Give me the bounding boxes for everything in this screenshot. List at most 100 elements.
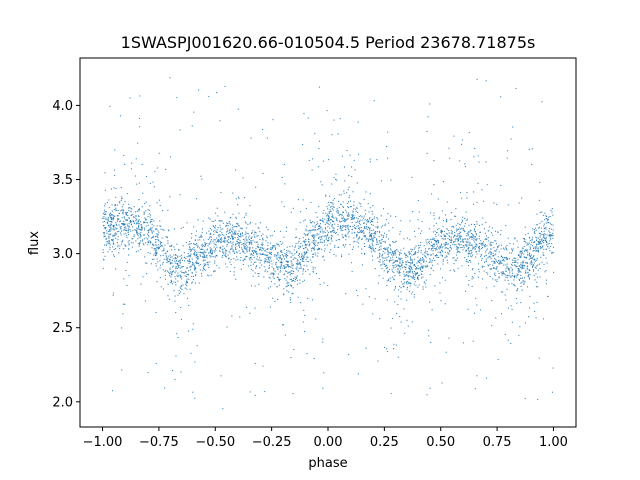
data-point [509,270,511,272]
data-point [112,235,114,237]
data-point [406,264,408,266]
data-point [442,277,444,279]
data-point [255,186,257,188]
data-point [410,269,412,271]
data-point [453,269,455,271]
data-point [421,277,423,279]
data-point [403,283,405,285]
data-point [130,221,132,223]
data-point [485,251,487,253]
data-point [523,250,525,252]
data-point [202,268,204,270]
data-point [298,240,300,242]
data-point [214,226,216,228]
data-point [221,220,223,222]
data-point [376,242,378,244]
data-point [266,237,268,239]
data-point [314,235,316,237]
data-point [153,245,155,247]
data-point [191,237,193,239]
data-point [309,231,311,233]
data-point [371,238,373,240]
data-point [331,208,333,210]
data-point [314,225,316,227]
data-point [353,159,355,161]
data-point [128,203,130,205]
data-point [520,271,522,273]
data-point [392,241,394,243]
data-point [511,321,513,323]
data-point [312,158,314,160]
data-point [254,231,256,233]
data-point [448,243,450,245]
data-point [441,229,443,231]
data-point [123,216,125,218]
data-point [341,220,343,222]
data-point [485,249,487,251]
data-point [473,246,475,248]
data-point [310,201,312,203]
data-point [531,263,533,265]
data-point [448,147,450,149]
data-point [405,261,407,263]
data-point [381,235,383,237]
data-point [283,206,285,208]
data-point [517,259,519,261]
data-point [169,77,171,79]
data-point [180,278,182,280]
data-point [209,236,211,238]
data-point [135,240,137,242]
data-point [136,230,138,232]
data-point [128,207,130,209]
data-point [372,313,374,315]
data-point [209,252,211,254]
data-point [372,259,374,261]
data-point [411,277,413,279]
data-point [403,247,405,249]
data-point [232,236,234,238]
data-point [113,248,115,250]
data-point [342,237,344,239]
data-point [409,271,411,273]
data-point [254,241,256,243]
data-point [132,220,134,222]
data-point [396,313,398,315]
data-point [327,223,329,225]
data-point [197,246,199,248]
data-point [386,284,388,286]
data-point [542,252,544,254]
data-point [162,288,164,290]
data-point [136,228,138,230]
data-point [341,234,343,236]
data-point [229,252,231,254]
data-point [175,267,177,269]
data-point [350,262,352,264]
x-tick-label: 1.00 [539,435,568,450]
data-point [181,266,183,268]
data-point [116,233,118,235]
data-point [303,113,305,115]
data-point [507,266,509,268]
data-point [307,241,309,243]
data-point [517,288,519,290]
data-point [201,245,203,247]
data-point [208,237,210,239]
data-point [336,179,338,181]
data-point [489,276,491,278]
data-point [154,244,156,246]
data-point [484,244,486,246]
data-point [289,278,291,280]
data-point [312,271,314,273]
data-point [186,267,188,269]
data-point [527,244,529,246]
data-point [261,244,263,246]
data-point [105,213,107,215]
data-point [252,247,254,249]
data-point [444,257,446,259]
data-point [552,214,554,216]
data-point [128,217,130,219]
data-point [438,218,440,220]
data-point [545,228,547,230]
data-point [214,243,216,245]
data-point [307,233,309,235]
